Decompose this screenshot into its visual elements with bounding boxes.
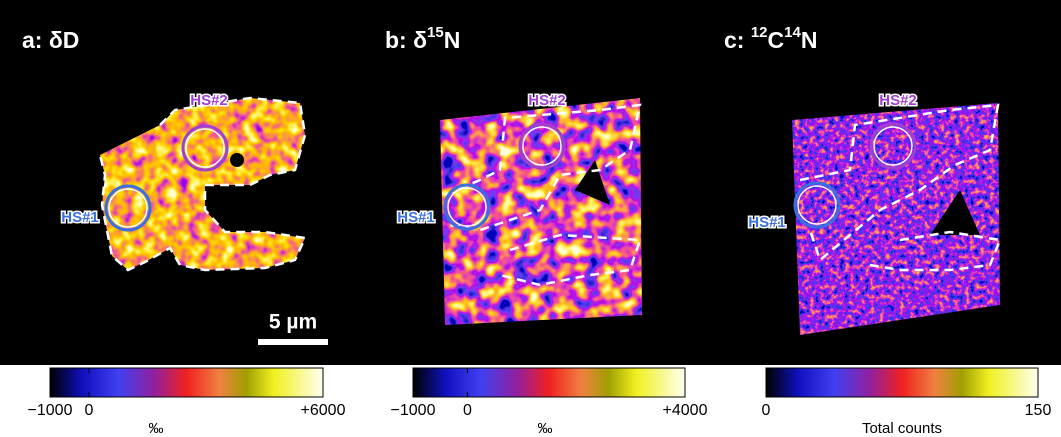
title-part: 15 [427, 24, 444, 41]
hotspot-label: HS#2 [879, 92, 917, 109]
colorbar-unit: ‰ [149, 420, 164, 437]
colorbar [766, 368, 1038, 397]
scale-bar-label: 5 µm [269, 311, 317, 334]
panel-title: b: δ15N [385, 24, 460, 53]
panel-title: a: δD [22, 27, 79, 53]
title-part: c: [724, 27, 751, 53]
colorbar-unit: ‰ [538, 420, 553, 437]
hotspot-label: HS#1 [61, 209, 99, 226]
panel-title: c: 12C14N [724, 24, 817, 53]
title-part: 12 [751, 24, 768, 41]
colorbar [50, 368, 323, 397]
hotspot-label: HS#1 [397, 209, 435, 226]
colorbar-tick-label: +6000 [301, 402, 346, 419]
scale-bar [258, 339, 328, 345]
hotspot-label: HS#2 [190, 92, 228, 109]
title-part: a: δD [22, 27, 79, 53]
title-part: C [768, 27, 785, 53]
colorbar-unit: Total counts [862, 420, 942, 437]
colorbar-tick-label: −1000 [391, 402, 436, 419]
colorbar [413, 368, 685, 397]
hotspot-label: HS#2 [528, 92, 566, 109]
title-part: b: δ [385, 27, 427, 53]
colorbar-tick-label: 150 [1025, 402, 1052, 419]
colorbar-tick-label: 0 [762, 402, 771, 419]
title-part: 14 [784, 24, 801, 41]
title-part: N [444, 27, 461, 53]
colorbar-tick-label: 0 [85, 402, 94, 419]
title-part: N [801, 27, 818, 53]
figure: 5 µm a: δDHS#1HS#2−10000+6000‰b: δ15NHS#… [0, 0, 1061, 437]
colorbar-tick-label: −1000 [28, 402, 73, 419]
hotspot-label: HS#1 [748, 214, 786, 231]
colorbar-tick-label: +4000 [663, 402, 708, 419]
colorbar-tick-label: 0 [463, 402, 472, 419]
